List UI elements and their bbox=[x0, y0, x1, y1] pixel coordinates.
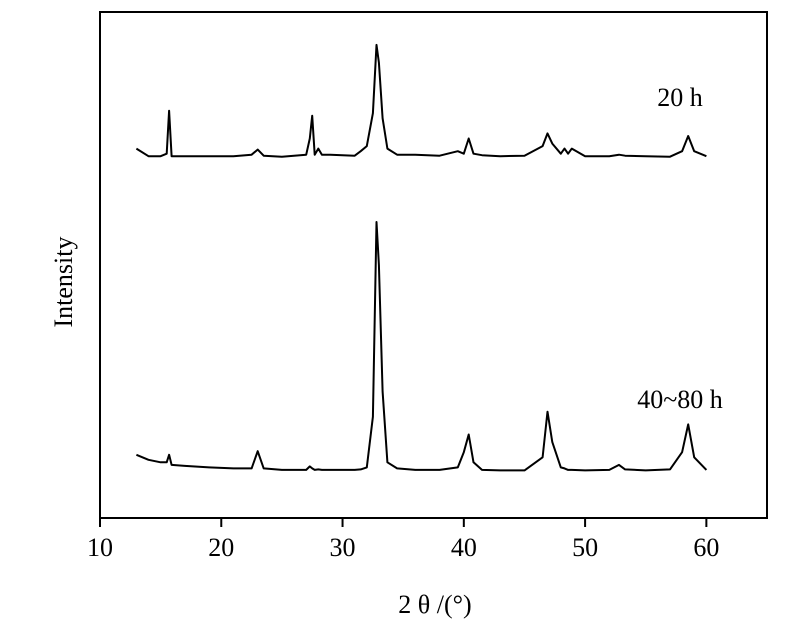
series-label: 40~80 h bbox=[637, 385, 723, 414]
x-tick-label: 40 bbox=[451, 533, 477, 562]
x-tick-label: 30 bbox=[330, 533, 356, 562]
x-tick-label: 10 bbox=[87, 533, 113, 562]
x-tick-label: 20 bbox=[208, 533, 234, 562]
y-axis-label: Intensity bbox=[49, 237, 78, 328]
x-tick-label: 50 bbox=[572, 533, 598, 562]
series-line bbox=[136, 221, 708, 472]
plot-frame bbox=[99, 11, 768, 519]
x-tick-label: 60 bbox=[693, 533, 719, 562]
series-line bbox=[135, 43, 707, 158]
x-axis-label: 2 θ /(°) bbox=[398, 590, 471, 619]
series-label: 20 h bbox=[657, 83, 703, 112]
